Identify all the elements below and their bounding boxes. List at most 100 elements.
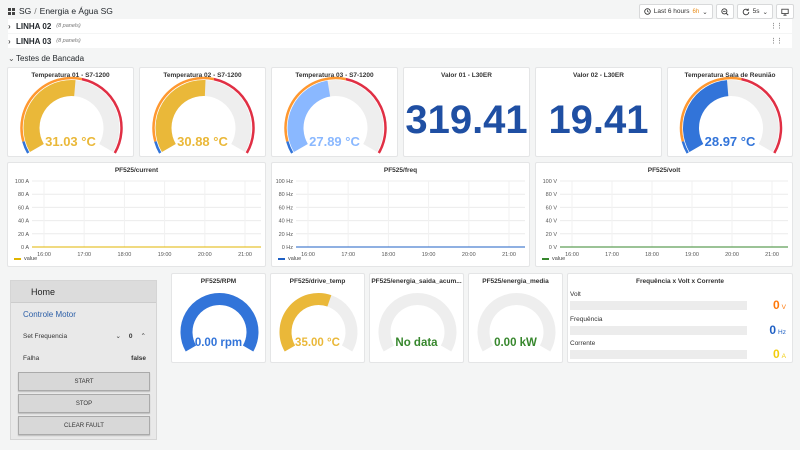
- drag-handle-icon[interactable]: ⋮⋮: [770, 23, 783, 30]
- stat-value: 19.41: [548, 98, 649, 142]
- gauge-fill: [23, 80, 76, 152]
- y-tick-label: 0 V: [549, 245, 558, 251]
- y-tick-label: 20 V: [546, 232, 558, 238]
- gauge-panel-drive-temp[interactable]: PF525/drive_temp 35.00 °C: [270, 273, 365, 363]
- time-range-picker[interactable]: Last 6 hours 6h ⌄: [638, 4, 713, 19]
- breadcrumb-folder[interactable]: SG: [19, 6, 32, 16]
- gauge-panel-sala-reuniao[interactable]: Temperatura Sala de Reunião 28.97 °C: [667, 67, 793, 157]
- bar-label: Volt: [570, 291, 581, 298]
- x-tick-label: 17:00: [77, 252, 91, 258]
- gauge-arc: [180, 293, 259, 352]
- gauge-value: No data: [395, 337, 438, 349]
- gauge-panel-temp-03[interactable]: Temperatura 03 - S7-1200 27.89 °C: [271, 67, 398, 157]
- set-frequencia-value[interactable]: 0: [128, 332, 133, 340]
- row-title: Testes de Bancada: [16, 53, 85, 63]
- row-title: LINHA 02: [16, 21, 52, 31]
- gauge-panel-temp-01[interactable]: Temperatura 01 - S7-1200 31.03 °C: [7, 67, 134, 157]
- legend[interactable]: value: [278, 256, 301, 262]
- falha-label: Falha: [23, 354, 40, 362]
- home-title: Home: [11, 281, 156, 303]
- legend[interactable]: value: [14, 256, 37, 262]
- x-tick-label: 21:00: [238, 252, 252, 258]
- dashboard-title[interactable]: Energia e Água SG: [39, 6, 113, 16]
- x-tick-label: 16:00: [565, 252, 579, 258]
- x-tick-label: 19:00: [685, 252, 699, 258]
- gauge-value: 30.88 °C: [177, 134, 228, 149]
- panel-title: Valor 02 - L30ER: [573, 72, 624, 79]
- bar-track: [570, 350, 747, 359]
- gauge-fill: [279, 293, 332, 352]
- gauge-arc: [284, 76, 387, 154]
- bar-label: Frequência: [570, 316, 603, 323]
- y-tick-label: 80 V: [546, 192, 558, 198]
- gauge-fill: [683, 80, 729, 152]
- gauge-threshold: [154, 141, 162, 154]
- timeseries-chart: 100 A 80 A 60 A 40 A 20 A 0 A 16:00 17:00 18:00 1…: [15, 179, 261, 258]
- breadcrumb-separator: /: [34, 6, 37, 16]
- clear-fault-button[interactable]: CLEAR FAULT: [18, 416, 150, 435]
- x-tick-label: 19:00: [158, 252, 172, 258]
- gauge-value: 0.00 rpm: [194, 337, 243, 349]
- bar-track: [570, 326, 747, 335]
- gauge-threshold: [20, 76, 83, 142]
- y-tick-label: 60 V: [546, 205, 558, 211]
- tv-mode-button[interactable]: [776, 4, 794, 19]
- timeseries-panel-current[interactable]: PF525/current 100 A 80 A 60 A 40 A 20 A 0 A 16…: [7, 162, 266, 267]
- legend[interactable]: value: [542, 256, 565, 262]
- gauge-panel-temp-02[interactable]: Temperatura 02 - S7-1200 30.88 °C: [139, 67, 266, 157]
- row-header-linha-02[interactable]: › LINHA 02 (8 panels) ⋮⋮: [8, 19, 792, 33]
- x-tick-label: 17:00: [341, 252, 355, 258]
- clock-icon: [644, 8, 651, 15]
- gauge-panel-rpm[interactable]: PF525/RPM 0.00 rpm: [171, 273, 266, 363]
- chevron-right-icon: ›: [8, 36, 11, 46]
- timeseries-panel-volt[interactable]: PF525/volt 100 V 80 V 60 V 40 V 20 V 0 V 16:00…: [535, 162, 793, 267]
- y-tick-label: 40 V: [546, 219, 558, 225]
- gauge-fill: [155, 80, 206, 152]
- timeseries-panel-freq[interactable]: PF525/freq 100 Hz 80 Hz 60 Hz 40 Hz 20 Hz 0 H…: [271, 162, 530, 267]
- apps-grid-icon[interactable]: [8, 7, 15, 15]
- panel-title: PF525/volt: [647, 167, 681, 174]
- chevron-down-icon[interactable]: ⌄: [115, 333, 121, 340]
- row-panel-count: (8 panels): [56, 38, 81, 44]
- panel-title: PF525/drive_temp: [289, 278, 346, 285]
- row-panel-count: (8 panels): [56, 23, 81, 29]
- gauge-panel-energia-media[interactable]: PF525/energia_media 0.00 kW: [468, 273, 563, 363]
- gauge-track: [477, 293, 556, 352]
- x-tick-label: 20:00: [725, 252, 739, 258]
- gauge-value: 0.00 kW: [494, 337, 537, 349]
- gauge-panel-energia-saida[interactable]: PF525/energia_saida_acum... No data: [369, 273, 464, 363]
- falha-value: false: [131, 354, 146, 362]
- refresh-icon: [742, 8, 749, 15]
- gauge-arc: [378, 293, 457, 352]
- gauge-track: [378, 293, 457, 352]
- y-tick-label: 40 Hz: [279, 219, 294, 225]
- timeseries-chart: 100 V 80 V 60 V 40 V 20 V 0 V 16:00 17:00 18:00 1…: [543, 179, 788, 258]
- y-tick-label: 20 Hz: [279, 232, 294, 238]
- y-tick-label: 100 Hz: [276, 179, 294, 185]
- stat-panel-valor-02[interactable]: Valor 02 - L30ER 19.41: [535, 67, 662, 157]
- row-header-linha-03[interactable]: › LINHA 03 (8 panels) ⋮⋮: [8, 34, 792, 48]
- monitor-icon: [781, 8, 789, 16]
- gauge-fill: [287, 80, 331, 152]
- gauge-arc: [152, 76, 255, 154]
- zoom-out-button[interactable]: [715, 4, 734, 19]
- gauge-value: 28.97 °C: [704, 134, 756, 149]
- stop-button[interactable]: STOP: [18, 394, 150, 413]
- chevron-up-icon[interactable]: ⌃: [140, 333, 146, 340]
- y-tick-label: 20 A: [18, 232, 29, 238]
- y-tick-label: 100 V: [543, 179, 558, 185]
- panel-title: Temperatura Sala de Reunião: [684, 72, 776, 79]
- row-header-testes-de-bancada[interactable]: ⌄ Testes de Bancada: [8, 51, 792, 65]
- x-tick-label: 21:00: [765, 252, 779, 258]
- home-subtitle: Controle Motor: [23, 310, 76, 319]
- gauge-threshold: [681, 141, 689, 154]
- x-tick-label: 16:00: [301, 252, 315, 258]
- stat-panel-valor-01[interactable]: Valor 01 - L30ER 319.41: [403, 67, 530, 157]
- y-tick-label: 60 A: [18, 205, 29, 211]
- drag-handle-icon[interactable]: ⋮⋮: [770, 38, 783, 45]
- stat-value: 319.41: [405, 98, 528, 142]
- y-tick-label: 40 A: [18, 219, 29, 225]
- refresh-button[interactable]: 5s ⌄: [736, 4, 773, 19]
- start-button[interactable]: START: [18, 372, 150, 391]
